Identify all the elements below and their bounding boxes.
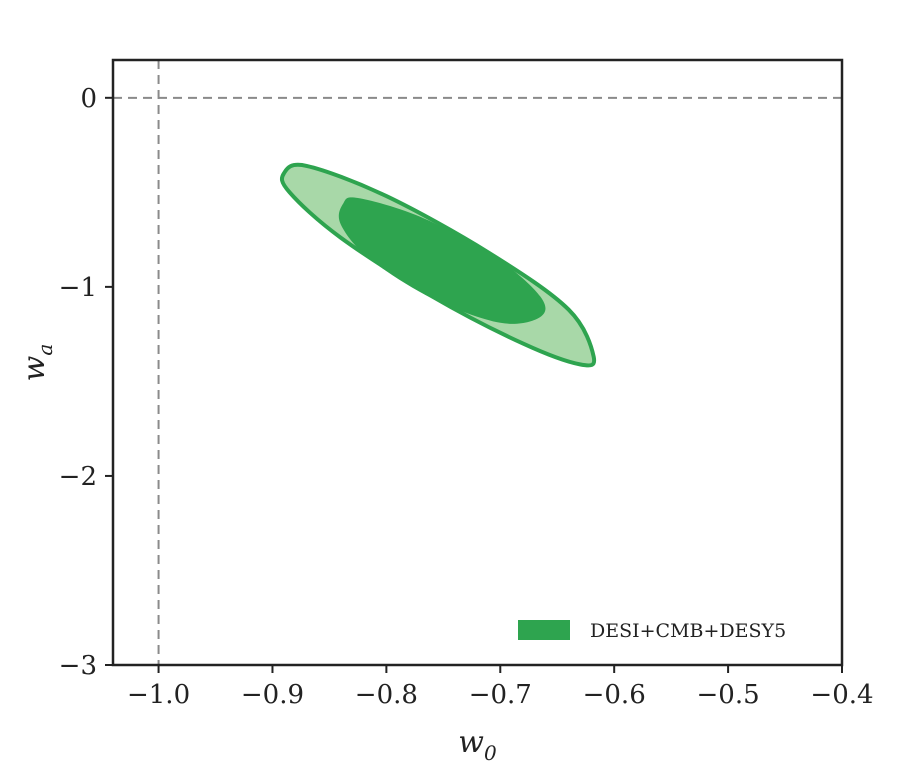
y-tick-label: −2 (59, 462, 97, 492)
x-tick-label: −0.6 (583, 680, 646, 710)
x-tick-label: −0.8 (355, 680, 418, 710)
legend-swatch (518, 620, 570, 640)
y-tick-label: 0 (80, 84, 97, 114)
y-tick-label: −1 (59, 273, 97, 303)
contour-layer (279, 162, 597, 368)
legend: DESI+CMB+DESY5 (518, 620, 786, 642)
y-axis-label: wa (17, 344, 57, 382)
x-tick-label: −0.7 (469, 680, 532, 710)
x-axis-label: w0 (458, 725, 497, 765)
x-tick-label: −0.5 (697, 680, 760, 710)
legend-label: DESI+CMB+DESY5 (590, 620, 786, 642)
axis-ticks: −1.0 −0.9 −0.8 −0.7 −0.6 −0.5 −0.4 0 −1 −2 −3 (59, 84, 874, 710)
reference-lines (113, 60, 842, 665)
x-tick-label: −1.0 (127, 680, 190, 710)
x-tick-label: −0.4 (810, 680, 873, 710)
plot-frame (111, 58, 844, 667)
x-tick-label: −0.9 (241, 680, 304, 710)
y-tick-label: −3 (59, 651, 97, 681)
contour-68 (338, 197, 546, 324)
